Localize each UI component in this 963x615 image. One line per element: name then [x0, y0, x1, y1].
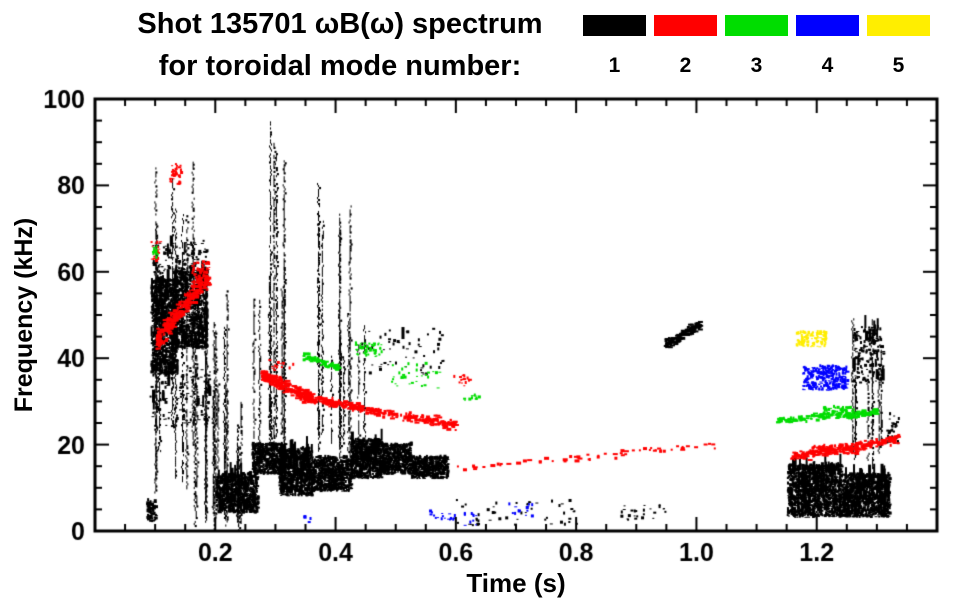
legend-swatches — [583, 15, 930, 36]
legend-swatch-mode-5 — [867, 15, 930, 36]
chart-subtitle: for toroidal mode number: — [158, 50, 522, 82]
x-axis-label: Time (s) — [466, 568, 566, 598]
legend-swatch-mode-3 — [725, 15, 788, 36]
y-axis-label: Frequency (kHz) — [10, 217, 38, 413]
legend-label-mode-4: 4 — [821, 54, 834, 77]
legend-swatch-mode-2 — [654, 15, 717, 36]
legend-swatch-mode-4 — [796, 15, 859, 36]
legend-label-mode-1: 1 — [608, 54, 621, 77]
legend-label-mode-3: 3 — [750, 54, 763, 77]
chart-title: Shot 135701 ωB(ω) spectrum — [137, 8, 543, 40]
legend-swatch-mode-1 — [583, 15, 646, 36]
legend-mode-numbers: 1 2 3 4 5 — [583, 54, 930, 78]
legend-label-mode-5: 5 — [892, 54, 905, 77]
legend-label-mode-2: 2 — [679, 54, 692, 77]
